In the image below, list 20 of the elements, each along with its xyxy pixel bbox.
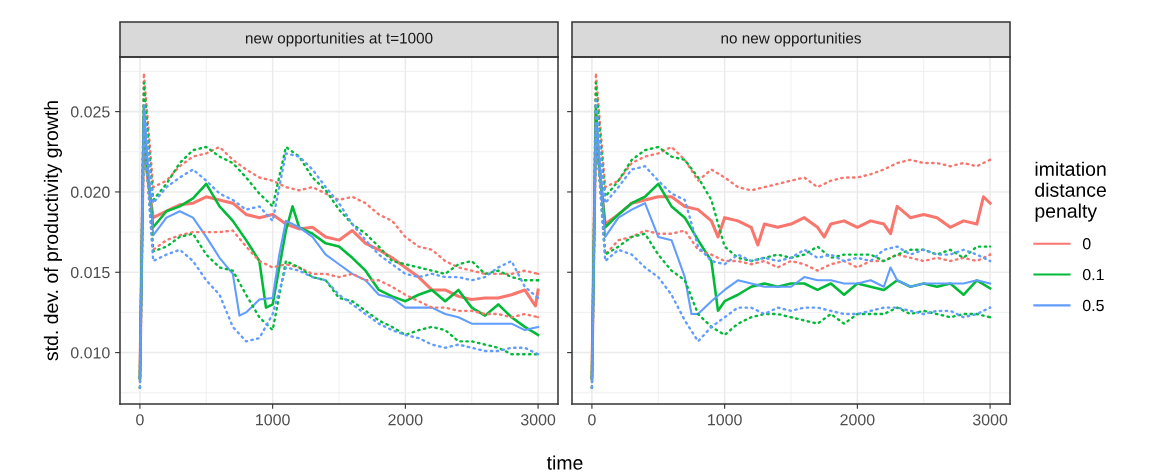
y-axis-title: std. dev. of productivity growth — [43, 101, 62, 361]
y-tick-label: 0.015 — [70, 266, 110, 279]
y-tick-label: 0.020 — [70, 186, 110, 198]
x-tick-label: 3000 — [972, 414, 1008, 426]
x-tick-label: 1000 — [708, 414, 742, 426]
x-tick-label: 3000 — [520, 414, 556, 426]
y-tick-label: 0.010 — [70, 347, 110, 359]
y-tick-label: 0.025 — [70, 106, 110, 118]
x-tick-label: 0 — [588, 414, 596, 426]
legend-label: 0.1 — [1082, 268, 1104, 281]
chart-title: no new opportunities — [721, 32, 861, 47]
x-axis-title: time — [546, 455, 583, 470]
legend-label: 0.5 — [1082, 299, 1104, 312]
x-tick-label: 2000 — [388, 414, 423, 426]
x-tick-label: 0 — [136, 414, 144, 426]
chart-title: new opportunities at t=1000 — [245, 32, 433, 47]
legend-label: 0 — [1082, 238, 1091, 250]
x-tick-label: 1000 — [256, 414, 290, 426]
legend-title: imitation distance penalty — [1035, 161, 1106, 222]
x-tick-label: 2000 — [840, 414, 875, 426]
